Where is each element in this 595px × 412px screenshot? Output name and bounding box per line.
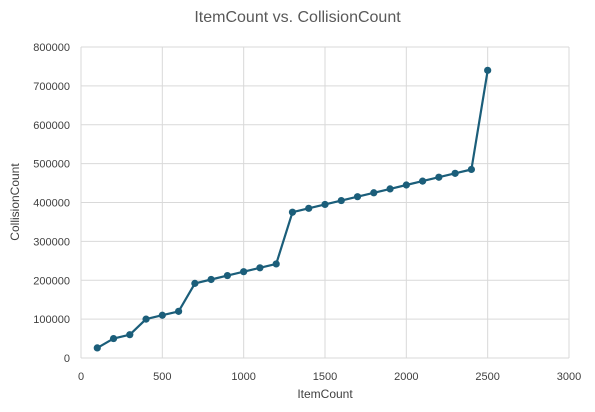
data-point bbox=[256, 264, 264, 272]
data-point bbox=[353, 193, 362, 201]
x-axis-ticks: 0 500 1000 1500 2000 2500 3000 bbox=[78, 371, 581, 383]
gridlines bbox=[80, 46, 570, 359]
y-tick-label: 300000 bbox=[33, 236, 70, 248]
x-tick-label: 0 bbox=[78, 371, 84, 383]
y-tick-label: 400000 bbox=[33, 198, 70, 210]
y-tick-label: 600000 bbox=[33, 120, 70, 132]
x-tick-label: 500 bbox=[153, 371, 171, 383]
x-tick-label: 2000 bbox=[394, 371, 418, 383]
data-point bbox=[321, 200, 329, 209]
data-point bbox=[240, 268, 248, 276]
y-tick-label: 800000 bbox=[33, 42, 70, 54]
data-point bbox=[435, 173, 443, 181]
data-point bbox=[109, 334, 118, 343]
data-point bbox=[288, 208, 297, 216]
chart-title: ItemCount vs. CollisionCount bbox=[194, 9, 401, 26]
x-tick-label: 1500 bbox=[313, 371, 337, 383]
data-point bbox=[467, 165, 475, 174]
data-point bbox=[386, 185, 394, 193]
y-tick-label: 0 bbox=[64, 353, 70, 365]
data-point bbox=[191, 279, 199, 287]
x-tick-label: 2500 bbox=[475, 371, 499, 383]
y-axis-ticks: 0 100000 200000 300000 400000 500000 600000 700… bbox=[33, 42, 70, 365]
data-series bbox=[93, 66, 492, 352]
y-tick-label: 100000 bbox=[33, 314, 70, 326]
data-point bbox=[158, 311, 166, 319]
data-point bbox=[126, 331, 134, 339]
data-point bbox=[419, 177, 427, 185]
x-tick-label: 1000 bbox=[231, 371, 255, 383]
y-tick-label: 700000 bbox=[33, 81, 70, 93]
data-point bbox=[207, 275, 215, 284]
data-point bbox=[370, 189, 378, 197]
data-point bbox=[93, 344, 101, 352]
x-tick-label: 3000 bbox=[557, 371, 581, 383]
y-axis-label: CollisionCount bbox=[8, 163, 22, 241]
x-axis-label: ItemCount bbox=[297, 387, 353, 401]
data-point bbox=[337, 196, 345, 205]
data-point bbox=[142, 315, 150, 323]
data-point bbox=[175, 307, 183, 315]
y-tick-label: 200000 bbox=[33, 275, 70, 287]
data-point bbox=[305, 204, 313, 212]
data-point bbox=[451, 169, 459, 177]
data-point bbox=[272, 260, 280, 268]
data-point bbox=[223, 271, 231, 280]
data-point bbox=[484, 66, 492, 74]
data-point bbox=[402, 181, 410, 189]
y-tick-label: 500000 bbox=[33, 159, 70, 171]
